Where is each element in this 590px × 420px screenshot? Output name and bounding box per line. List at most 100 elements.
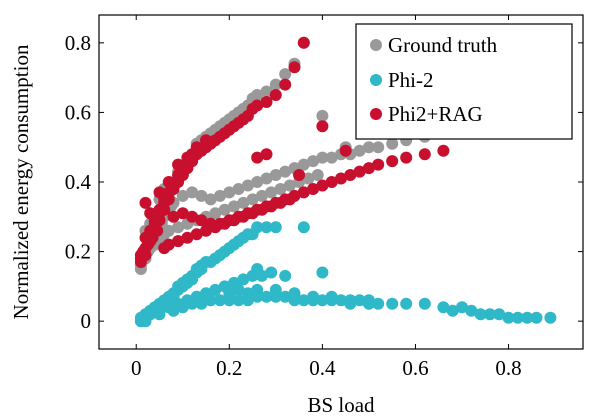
data-point (246, 207, 259, 220)
data-point (209, 283, 222, 296)
data-point (223, 186, 236, 199)
data-point (269, 169, 282, 181)
y-tick-label: 0.4 (65, 170, 92, 194)
data-point (316, 151, 329, 164)
data-point (279, 68, 292, 81)
data-point (386, 137, 399, 150)
data-point (307, 183, 320, 195)
data-point (251, 151, 264, 164)
data-point (437, 301, 450, 314)
data-point (255, 203, 268, 216)
data-point (204, 294, 217, 307)
data-point (223, 294, 236, 307)
data-point (400, 151, 413, 164)
data-point (311, 169, 324, 181)
data-point (260, 290, 273, 303)
data-point (465, 304, 478, 317)
data-point (209, 221, 222, 234)
data-point (283, 179, 296, 192)
axis-ticks: 0 0.2 0.4 0.6 0.8 0 0.2 0.4 0.6 0.8 (65, 15, 583, 380)
data-point (316, 266, 329, 279)
data-point (265, 186, 278, 199)
data-point (456, 301, 468, 314)
data-point (335, 294, 347, 307)
data-point (279, 290, 292, 303)
data-point (265, 200, 278, 213)
data-point (297, 186, 310, 199)
x-tick-label: 0 (131, 356, 142, 380)
data-point (372, 141, 385, 154)
data-point (316, 294, 329, 307)
data-point (195, 214, 208, 227)
legend-marker-phi-2 (370, 74, 382, 86)
data-point (297, 36, 310, 49)
data-point (214, 189, 226, 202)
data-point (372, 158, 385, 171)
data-point (418, 148, 431, 161)
data-point (186, 186, 199, 199)
data-point (176, 207, 189, 220)
data-point (269, 221, 282, 234)
data-point (269, 89, 282, 101)
data-point (181, 231, 194, 244)
y-tick-label: 0.2 (65, 240, 91, 264)
data-point (241, 179, 254, 192)
data-point (237, 210, 250, 223)
data-point (302, 172, 315, 185)
data-point (195, 189, 208, 202)
data-point (316, 120, 329, 133)
data-point (279, 165, 292, 178)
data-point (139, 315, 152, 328)
data-point (269, 290, 282, 303)
data-point (362, 162, 375, 175)
data-point (228, 200, 240, 213)
data-point (167, 210, 180, 223)
legend: Ground truth Phi-2 Phi2+RAG (355, 23, 573, 140)
data-point (297, 221, 310, 234)
data-point (530, 311, 543, 324)
data-point (153, 186, 166, 199)
data-point (437, 144, 450, 157)
data-point (139, 196, 152, 209)
data-point (153, 203, 166, 216)
data-point (283, 193, 296, 206)
data-point (232, 183, 245, 195)
data-point (237, 273, 250, 286)
data-point (544, 311, 557, 324)
data-point (288, 294, 301, 307)
data-point (144, 207, 157, 220)
data-point (251, 89, 264, 101)
data-point (237, 196, 250, 209)
data-point (288, 61, 301, 74)
data-point (190, 228, 203, 241)
data-point (274, 183, 287, 195)
data-point (353, 294, 366, 307)
x-tick-label: 0.8 (495, 356, 521, 380)
data-point (521, 311, 534, 324)
data-point (353, 165, 366, 178)
data-point (297, 158, 310, 171)
data-point (260, 96, 273, 108)
data-point (344, 169, 357, 181)
data-point (214, 294, 226, 307)
data-point (446, 304, 459, 317)
y-tick-label: 0.6 (65, 100, 91, 124)
data-point (502, 311, 515, 324)
data-point (260, 221, 273, 234)
data-point (325, 151, 338, 164)
data-point (386, 155, 399, 168)
data-point (269, 78, 282, 91)
data-point (372, 297, 385, 310)
y-tick-label: 0.8 (65, 31, 91, 55)
data-point (228, 214, 240, 227)
data-point (511, 311, 524, 324)
data-point (209, 207, 222, 220)
data-point (172, 221, 185, 234)
data-point (218, 203, 231, 216)
x-axis-label: BS load (307, 393, 375, 417)
data-point (176, 301, 189, 314)
legend-box (355, 23, 573, 140)
data-point (162, 238, 175, 251)
data-point (167, 304, 180, 317)
